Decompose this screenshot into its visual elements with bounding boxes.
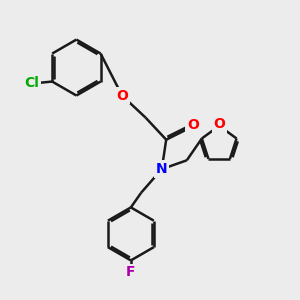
- Text: F: F: [126, 265, 136, 279]
- Text: N: N: [156, 162, 168, 176]
- Text: Cl: Cl: [24, 76, 39, 90]
- Text: O: O: [187, 118, 199, 132]
- Text: O: O: [213, 117, 225, 131]
- Text: O: O: [116, 88, 128, 103]
